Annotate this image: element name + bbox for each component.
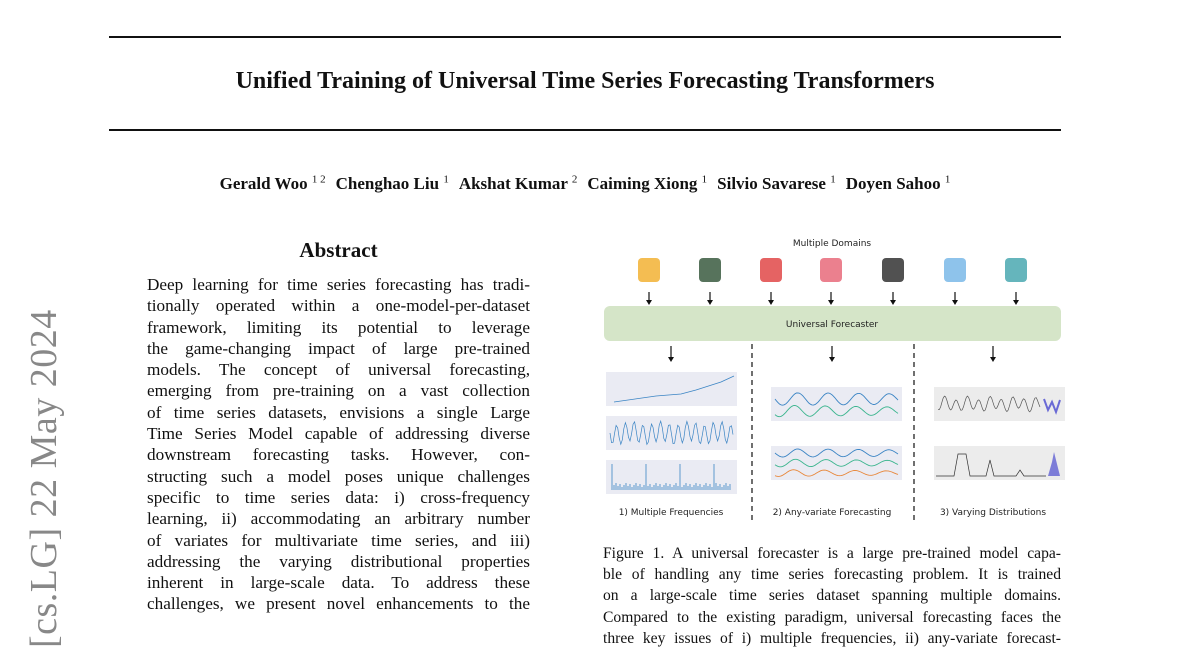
author-list: Gerald Woo 1 2 Chenghao Liu 1 Akshat Kumar… <box>109 173 1061 194</box>
text-line: on a large-scale time series dataset spa… <box>603 587 1061 605</box>
arxiv-stamp: [cs.LG] 22 May 2024 <box>23 309 65 648</box>
text-line: three key issues of i) multiple frequenc… <box>603 629 1061 647</box>
paper-title: Unified Training of Universal Time Serie… <box>235 68 935 94</box>
cloud-database-icon <box>1005 258 1027 282</box>
text-line: models. The concept of universal forecas… <box>147 360 530 380</box>
arrow-head <box>952 300 958 305</box>
icon-shape <box>882 258 904 282</box>
text-line: the game-changing impact of large pre-tr… <box>147 338 530 358</box>
arrow-head <box>1013 300 1019 305</box>
figure-caption: Figure 1. A universal forecaster is a la… <box>603 543 1061 648</box>
web-search-icon <box>638 258 660 282</box>
abstract-body: Deep learning for time series forecastin… <box>147 274 530 615</box>
series-line <box>609 419 734 446</box>
arrow-head <box>990 357 996 362</box>
arrow-head <box>890 300 896 305</box>
author-name: Chenghao Liu <box>335 173 440 193</box>
text-line: Figure 1. A universal forecaster is a la… <box>603 545 1061 562</box>
battery-icon <box>699 258 721 282</box>
traffic-light-icon <box>882 258 904 282</box>
series-line <box>774 405 899 418</box>
panel-label: 1) Multiple Frequencies <box>619 508 724 518</box>
arrow-head <box>707 300 713 305</box>
text-line: downstream forecasting tasks. However, c… <box>147 445 530 465</box>
author: Caiming Xiong 1 <box>587 173 708 193</box>
arrow-head <box>668 357 674 362</box>
icon-shape <box>1005 258 1027 282</box>
text-line: challenges, we present novel enhancement… <box>147 594 530 614</box>
icon-shape <box>638 258 660 282</box>
text-line: emerging from pre-training on a vast col… <box>147 381 530 401</box>
icon-shape <box>820 258 842 282</box>
author-affiliation: 1 2 <box>311 173 326 185</box>
author: Akshat Kumar 2 <box>458 173 578 193</box>
series-line <box>774 392 899 406</box>
series-line <box>937 395 1041 413</box>
text-line: Compared to the existing paradigm, unive… <box>603 608 1061 626</box>
author-affiliation: 1 <box>443 173 449 185</box>
author: Silvio Savarese 1 <box>717 173 836 193</box>
author: Gerald Woo 1 2 <box>219 173 326 193</box>
icon-shape <box>944 258 966 282</box>
text-line: Time Series Model capable of addressing … <box>147 424 530 444</box>
text-line: of time series datasets, envisions a sin… <box>147 402 530 422</box>
text-line: inherent in large-scale data. To address… <box>147 573 530 593</box>
panel-label: 3) Varying Distributions <box>940 508 1046 518</box>
plot-background <box>771 387 902 421</box>
series-line <box>936 453 1046 477</box>
text-line: tionally operated within a one-model-per… <box>147 296 530 316</box>
forecaster-label: Universal Forecaster <box>786 320 879 330</box>
plot-background <box>606 372 737 406</box>
author-name: Silvio Savarese <box>717 173 826 193</box>
text-line: structing such a model poses unique chal… <box>147 466 530 486</box>
author-name: Doyen Sahoo <box>845 173 941 193</box>
author-name: Gerald Woo <box>219 173 308 193</box>
text-line: addressing the varying distributional pr… <box>147 551 530 571</box>
icon-shape <box>760 258 782 282</box>
sale-tag-icon <box>820 258 842 282</box>
text-line: of variates for multivariate time series… <box>147 530 530 550</box>
figure-1: Multiple Domains Universal Forecaster 1) M… <box>604 239 1065 520</box>
author-name: Akshat Kumar <box>458 173 568 193</box>
text-line: framework, limiting its potential to lev… <box>147 317 530 337</box>
author-affiliation: 1 <box>830 173 836 185</box>
text-line: specific to time series data: i) cross-f… <box>147 487 530 507</box>
heart-rate-icon <box>760 258 782 282</box>
arrow-head <box>646 300 652 305</box>
arrow-head <box>768 300 774 305</box>
panel-label: 2) Any-variate Forecasting <box>773 508 892 518</box>
series-line <box>774 458 899 468</box>
text-line: Deep learning for time series forecastin… <box>147 275 530 294</box>
domains-label: Multiple Domains <box>793 239 872 249</box>
abstract-heading: Abstract <box>299 238 378 262</box>
series-line <box>774 448 899 458</box>
title-rule <box>109 129 1061 131</box>
author: Doyen Sahoo 1 <box>845 173 951 193</box>
text-line: learning, ii) accommodating an arbitrary… <box>147 509 530 529</box>
author-affiliation: 1 <box>944 173 951 185</box>
plot-background <box>934 446 1065 480</box>
forecast-area <box>1048 452 1060 476</box>
author: Chenghao Liu 1 <box>335 173 449 193</box>
plot-background <box>934 387 1065 421</box>
icon-shape <box>699 258 721 282</box>
universal-forecaster-box <box>604 306 1061 341</box>
text-line: ble of handling any time series forecast… <box>603 566 1061 584</box>
forecast-line <box>1043 398 1061 415</box>
author-name: Caiming Xiong <box>587 173 698 193</box>
arrow-head <box>829 357 835 362</box>
arrow-head <box>828 300 834 305</box>
author-affiliation: 1 <box>701 173 708 185</box>
weather-icon <box>944 258 966 282</box>
series-line <box>613 375 735 403</box>
series-line <box>774 469 899 477</box>
author-affiliation: 2 <box>571 173 578 185</box>
series-line <box>611 464 731 490</box>
top-rule <box>109 36 1061 38</box>
